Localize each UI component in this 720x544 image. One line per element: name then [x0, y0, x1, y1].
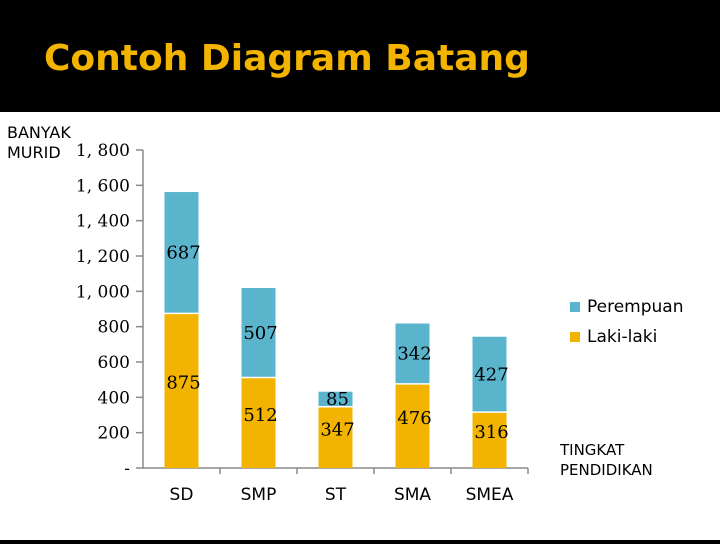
legend-layer: Perempuan Laki-laki	[570, 297, 684, 347]
bar-laki-laki	[472, 412, 507, 468]
data-label-perempuan: 85	[326, 389, 349, 410]
bar-perempuan	[395, 323, 430, 384]
bar-perempuan	[164, 192, 199, 314]
y-tick-label: 1, 200	[76, 247, 130, 267]
y-tick-label: 200	[98, 424, 130, 444]
x-tick-label: SMP	[241, 485, 277, 505]
bar-laki-laki	[164, 313, 199, 468]
data-label-laki-laki: 512	[243, 405, 277, 426]
bar-perempuan	[318, 391, 353, 407]
bar-perempuan	[241, 287, 276, 378]
bar-layer	[164, 192, 507, 468]
y-tick-label: 600	[98, 353, 130, 373]
y-tick-label: 1, 800	[76, 141, 130, 161]
data-label-perempuan: 507	[243, 323, 277, 344]
bar-laki-laki	[318, 406, 353, 468]
data-label-perempuan: 687	[166, 243, 200, 264]
chart-area: - 200 400 600 800 1, 000 1, 200 1, 400 1, 600 1, …	[0, 112, 720, 540]
bar-laki-laki	[395, 383, 430, 468]
stacked-bar-chart: - 200 400 600 800 1, 000 1, 200 1, 400 1, 600 1, …	[7, 123, 684, 505]
x-tick-label: ST	[325, 485, 347, 505]
legend-label: Laki-laki	[587, 327, 657, 347]
x-tick-label: SD	[170, 485, 194, 505]
y-tick-label: 800	[98, 318, 130, 338]
x-tick-label: SMEA	[466, 485, 514, 505]
y-tick-label: 400	[98, 388, 130, 408]
y-axis-title: BANYAK	[7, 123, 71, 142]
data-label-laki-laki: 476	[397, 408, 431, 429]
label-layer: 875 687 SD 512 507 SMP 347 85 ST 476 342 SMA 316 427 S…	[166, 243, 513, 505]
legend-swatch	[570, 332, 580, 342]
data-label-laki-laki: 347	[320, 419, 354, 440]
legend-label: Perempuan	[587, 297, 684, 317]
y-tick-label: 1, 400	[76, 212, 130, 232]
y-tick-label: 1, 600	[76, 176, 130, 196]
y-tick-label: -	[124, 459, 130, 479]
bar-perempuan	[472, 336, 507, 413]
y-tick-label: 1, 000	[76, 282, 130, 302]
x-axis-title: TINGKAT	[559, 441, 625, 459]
x-axis-title: PENDIDIKAN	[560, 461, 653, 479]
y-axis-title: MURID	[7, 143, 61, 162]
data-label-laki-laki: 316	[474, 422, 508, 443]
bar-laki-laki	[241, 377, 276, 468]
data-label-perempuan: 427	[474, 364, 508, 385]
data-label-laki-laki: 875	[166, 373, 200, 394]
page-title: Contoh Diagram Batang	[44, 38, 530, 79]
x-tick-label: SMA	[394, 485, 431, 505]
legend-swatch	[570, 302, 580, 312]
data-label-perempuan: 342	[397, 344, 431, 365]
axis-layer: - 200 400 600 800 1, 000 1, 200 1, 400 1, 600 1, …	[7, 123, 653, 479]
